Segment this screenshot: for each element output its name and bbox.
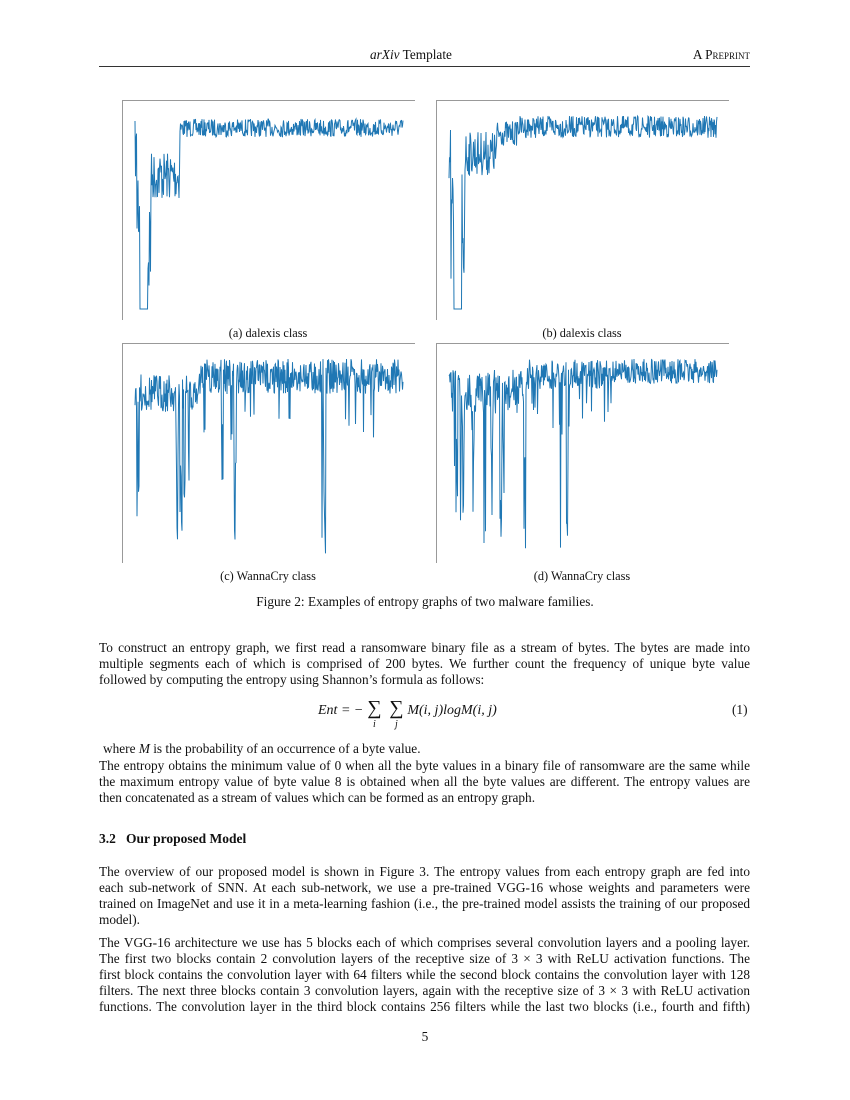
eq-sub-j: j (394, 719, 398, 730)
section-heading: 3.2 Our proposed Model (99, 831, 246, 847)
paragraph-vgg16: The VGG-16 architecture we use has 5 blo… (99, 935, 750, 1015)
eq-sum-j-group: ∑ j (385, 697, 407, 730)
header-rule (99, 66, 750, 67)
text-line: trained on ImageNet and use it in a meta… (99, 896, 750, 911)
text-line: The overview of our proposed model is sh… (99, 864, 750, 879)
text-line: To construct an entropy graph, we first … (99, 640, 750, 655)
header-template: Template (399, 47, 452, 62)
entropy-trace (134, 117, 404, 310)
eq-rhs: M(i, j)logM(i, j) (407, 703, 497, 718)
text-line: The VGG-16 architecture we use has 5 blo… (99, 935, 750, 950)
running-header-preprint: A Preprint (692, 47, 750, 62)
eq-sum-j: ∑ (389, 697, 404, 719)
where-line: where M is the probability of an occurre… (103, 741, 421, 757)
header-arxiv: arXiv (370, 47, 400, 62)
entropy-plot-a (134, 117, 404, 310)
subcaption-a: (a) dalexis class (228, 326, 308, 340)
equation-1: Ent = − ∑ i ∑ j M(i, j)logM(i, j) (318, 697, 497, 730)
entropy-graph-d (436, 343, 729, 563)
entropy-graph-b (436, 100, 729, 320)
entropy-trace (448, 358, 718, 549)
paragraph-entropy-construction: To construct an entropy graph, we first … (99, 640, 750, 688)
entropy-plot-d (448, 358, 718, 549)
text-line: first block contains the convolution lay… (99, 967, 750, 982)
equation-number: (1) (732, 702, 748, 717)
entropy-graph-a (122, 100, 415, 320)
section-number: 3.2 (99, 831, 116, 846)
eq-lhs: Ent = − (318, 703, 364, 718)
text-line: then concatenated as a stream of values … (99, 790, 536, 805)
running-header-title: arXiv Template (370, 47, 452, 63)
where-pre: where (103, 741, 139, 756)
subcaption-c: (c) WannaCry class (220, 569, 316, 583)
entropy-trace (134, 358, 404, 554)
text-line: The entropy obtains the minimum value of… (99, 758, 750, 773)
text-line: functions. The convolution layer in the … (99, 999, 750, 1014)
text-line: model). (99, 912, 140, 927)
eq-sum-i-group: ∑ i (363, 697, 385, 730)
paragraph-model-overview: The overview of our proposed model is sh… (99, 864, 750, 928)
text-line: filters. The next three blocks contain 3… (99, 983, 750, 998)
entropy-plot-b (448, 114, 718, 310)
subcaption-b: (b) dalexis class (542, 326, 622, 340)
text-line: The first two blocks contain 2 convoluti… (99, 951, 750, 966)
eq-sub-i: i (372, 719, 376, 730)
subcaption-d: (d) WannaCry class (533, 569, 631, 583)
paragraph-entropy-range: The entropy obtains the minimum value of… (99, 758, 750, 806)
page-number: 5 (421, 1029, 429, 1044)
where-post: is the probability of an occurrence of a… (149, 741, 421, 756)
entropy-graph-c (122, 343, 415, 563)
where-var: M (138, 741, 150, 756)
section-title: Our proposed Model (126, 831, 247, 846)
eq-sum-i: ∑ (367, 697, 382, 719)
text-line: multiple segments each of which is compr… (99, 656, 750, 671)
entropy-trace (448, 114, 718, 310)
entropy-plot-c (134, 358, 404, 554)
text-line: followed by computing the entropy using … (99, 672, 485, 687)
text-line: the maximum entropy value of byte value … (99, 774, 750, 789)
text-line: each sub-network of SNN. At each sub-net… (99, 880, 750, 895)
figure-caption: Figure 2: Examples of entropy graphs of … (256, 594, 594, 609)
